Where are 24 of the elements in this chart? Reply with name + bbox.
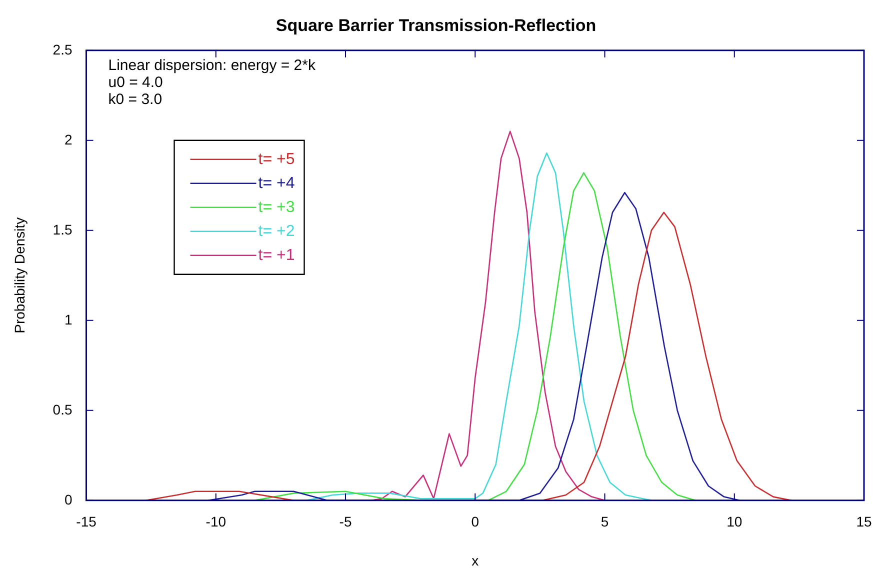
- annotation: k0 = 3.0: [108, 91, 162, 108]
- annotation: Linear dispersion: energy = 2*k: [108, 57, 316, 74]
- legend-label: t= +3: [258, 198, 295, 216]
- legend-label: t= +5: [258, 150, 295, 168]
- legend-label: t= +2: [258, 222, 295, 240]
- legend-label: t= +4: [258, 174, 295, 192]
- y-tick-label: 0.5: [52, 401, 72, 418]
- chart-title: Square Barrier Transmission-Reflection: [276, 16, 596, 35]
- x-tick-label: 15: [856, 514, 872, 530]
- y-tick-label: 1: [64, 311, 72, 328]
- x-tick-label: 10: [726, 514, 742, 530]
- y-tick-label: 2: [64, 131, 72, 148]
- y-axis-title: Probability Density: [11, 217, 28, 334]
- y-tick-label: 0: [64, 491, 72, 508]
- x-tick-label: 5: [600, 514, 609, 530]
- x-tick-label: -10: [206, 514, 226, 530]
- x-tick-label: 0: [471, 514, 480, 530]
- x-tick-label: -5: [339, 514, 352, 530]
- y-tick-label: 2.5: [52, 41, 72, 58]
- x-tick-label: -15: [76, 514, 97, 530]
- x-axis-title: x: [472, 552, 479, 568]
- legend-label: t= +1: [258, 246, 295, 264]
- y-tick-label: 1.5: [52, 221, 72, 238]
- annotation: u0 = 4.0: [108, 74, 163, 92]
